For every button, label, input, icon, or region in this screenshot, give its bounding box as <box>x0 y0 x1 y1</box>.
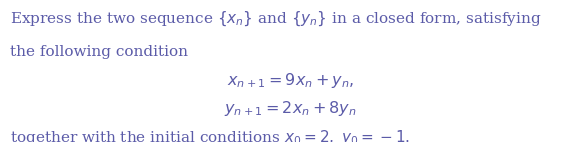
Text: $y_{n+1} = 2x_n + 8y_n$: $y_{n+1} = 2x_n + 8y_n$ <box>224 99 357 118</box>
Text: the following condition: the following condition <box>10 45 188 59</box>
Text: Express the two sequence $\{x_n\}$ and $\{y_n\}$ in a closed form, satisfying: Express the two sequence $\{x_n\}$ and $… <box>10 10 542 28</box>
Text: $x_{n+1} = 9x_n + y_n,$: $x_{n+1} = 9x_n + y_n,$ <box>227 71 354 90</box>
Text: together with the initial conditions $x_0 = 2,\ y_0 = -1.$: together with the initial conditions $x_… <box>10 128 411 142</box>
